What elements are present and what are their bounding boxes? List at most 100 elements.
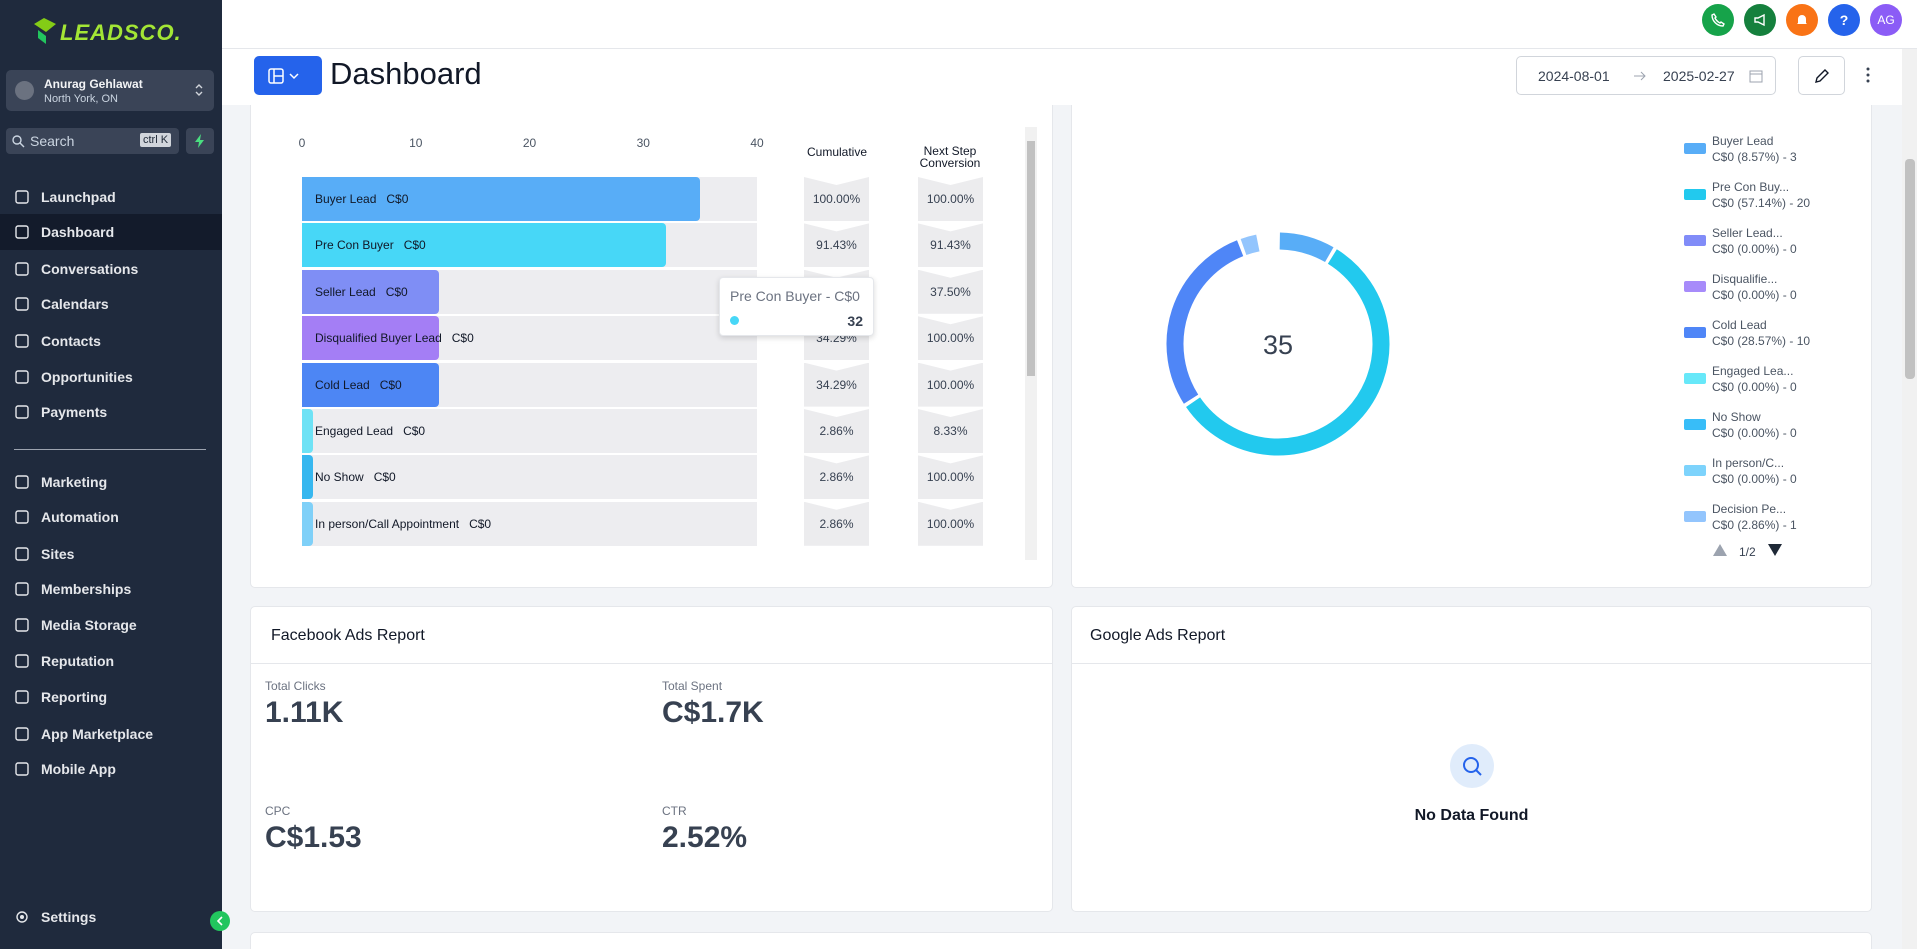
chevrons <box>195 84 203 96</box>
user-icon <box>15 81 34 100</box>
nav-item[interactable]: Marketing <box>0 464 222 500</box>
legend-swatch[interactable] <box>1684 189 1706 200</box>
nav-item[interactable]: Dashboard <box>0 214 222 250</box>
bar-label[interactable]: In person/Call Appointment C$0 <box>315 517 491 531</box>
nav-label: Marketing <box>41 474 108 490</box>
dashboard-switcher[interactable] <box>254 56 322 95</box>
stage-amount: C$0 <box>385 284 408 299</box>
nav-item[interactable]: Conversations <box>0 251 222 287</box>
bar-track <box>302 501 757 546</box>
nav-item[interactable]: Launchpad <box>0 179 222 215</box>
bar <box>302 223 666 268</box>
cumulative: 34.29% <box>816 377 857 392</box>
date-range[interactable]: 2024-08-01 2025-02-27 <box>1516 56 1776 95</box>
x-tick-label: 10 <box>409 136 423 150</box>
nav-item[interactable]: Mobile App <box>0 751 222 787</box>
nav-item[interactable]: Media Storage <box>0 607 222 643</box>
metric-value: C$1.7K <box>662 696 764 729</box>
user-switcher[interactable]: Anurag Gehlawat North York, ON <box>6 70 214 111</box>
legend-swatch[interactable] <box>1684 235 1706 246</box>
legend-swatch[interactable] <box>1684 465 1706 476</box>
nav-item[interactable]: Settings <box>0 899 222 935</box>
nav-label: Payments <box>41 404 108 420</box>
legend-swatch[interactable] <box>1684 281 1706 292</box>
stage-name: Disqualified Buyer Lead <box>315 331 442 346</box>
legend-detail: C$0 (0.00%) - 0 <box>1712 380 1797 394</box>
donut-segment[interactable] <box>1240 234 1260 256</box>
legend-detail: C$0 (0.00%) - 0 <box>1712 472 1797 486</box>
bar-label[interactable]: No Show C$0 <box>315 470 396 484</box>
top-bar <box>222 0 1917 49</box>
nav-item[interactable]: Memberships <box>0 571 222 607</box>
bar-label[interactable]: Pre Con Buyer C$0 <box>315 238 426 252</box>
nav-label: Memberships <box>41 581 132 597</box>
date-from: 2024-08-01 <box>1538 68 1610 84</box>
collapse-button[interactable] <box>210 911 230 931</box>
nav-label: Reporting <box>41 689 108 705</box>
legend-swatch[interactable] <box>1684 419 1706 430</box>
cumulative: 2.86% <box>819 470 854 485</box>
edit-button[interactable] <box>1798 56 1845 95</box>
notifications-button[interactable] <box>1786 4 1818 36</box>
nav-item[interactable]: Automation <box>0 499 222 535</box>
facebook-panel: Facebook Ads Report Total Clicks 1.11K Tot… <box>250 606 1053 912</box>
nav-item[interactable]: Contacts <box>0 323 222 359</box>
nav-label: Dashboard <box>41 224 115 240</box>
quick-action[interactable] <box>186 128 214 154</box>
legend-name: Engaged Lea... <box>1712 364 1794 378</box>
next-cell: 8.33% <box>918 409 983 453</box>
avatar[interactable]: AG <box>1870 4 1902 36</box>
legend-swatch[interactable] <box>1684 327 1706 338</box>
announce-button[interactable] <box>1744 4 1776 36</box>
nav-label: App Marketplace <box>41 726 154 742</box>
bar-label[interactable]: Buyer Lead C$0 <box>315 192 408 206</box>
bar <box>302 455 314 500</box>
funnel-rows: Buyer Lead C$0 100.00% 100.00% Pre Con Buyer… <box>0 172 1020 562</box>
tooltip-dot <box>730 316 739 325</box>
more-button[interactable] <box>1864 66 1872 84</box>
legend-detail: C$0 (2.86%) - 1 <box>1712 518 1797 532</box>
nav-item[interactable]: Reputation <box>0 643 222 679</box>
nav-item[interactable]: Sites <box>0 536 222 572</box>
legend-swatch[interactable] <box>1684 511 1706 522</box>
nav-item[interactable]: App Marketplace <box>0 716 222 752</box>
page-up[interactable] <box>1713 544 1727 556</box>
bar <box>302 362 439 407</box>
bar <box>302 501 314 546</box>
brand: LEADSCO. <box>60 20 182 45</box>
phone-button[interactable] <box>1702 4 1734 36</box>
divider <box>251 663 1052 664</box>
nav-item[interactable]: Opportunities <box>0 359 222 395</box>
nav-item[interactable]: Payments <box>0 394 222 430</box>
page-down[interactable] <box>1768 544 1782 556</box>
stage-amount: C$0 <box>451 331 474 346</box>
x-tick-label: 20 <box>522 136 537 150</box>
bar-label[interactable]: Disqualified Buyer Lead C$0 <box>315 331 474 345</box>
x-tick-label: 30 <box>636 136 650 150</box>
stage-amount: C$0 <box>403 238 426 253</box>
legend-detail: C$0 (28.57%) - 10 <box>1712 334 1811 348</box>
donut-segment[interactable] <box>1166 240 1244 404</box>
nav-item[interactable]: Reporting <box>0 679 222 715</box>
divider <box>14 449 206 450</box>
legend-swatch[interactable] <box>1684 143 1706 154</box>
x-tick-label: 40 <box>750 136 764 150</box>
panel-title: Google Ads Report <box>1090 627 1226 644</box>
nav-item[interactable]: Calendars <box>0 286 222 322</box>
donut-segment[interactable] <box>1279 232 1334 263</box>
bar-label[interactable]: Engaged Lead C$0 <box>315 424 425 438</box>
panel-title: Facebook Ads Report <box>271 627 425 644</box>
legend-swatch[interactable] <box>1684 373 1706 384</box>
cumulative-cell: 100.00% <box>804 177 869 221</box>
stage-amount: C$0 <box>386 192 409 206</box>
bar-label[interactable]: Seller Lead C$0 <box>315 285 408 299</box>
bar-label[interactable]: Cold Lead C$0 <box>315 378 402 392</box>
search-box[interactable]: Search ctrl K <box>6 128 179 154</box>
donut-segment[interactable] <box>1186 249 1390 456</box>
nav-label: Settings <box>41 909 97 925</box>
help-button[interactable]: ? <box>1828 4 1860 36</box>
bar <box>302 316 439 361</box>
cumulative-cell: 91.43% <box>804 223 869 268</box>
stage-name: In person/Call Appointment <box>315 516 460 531</box>
